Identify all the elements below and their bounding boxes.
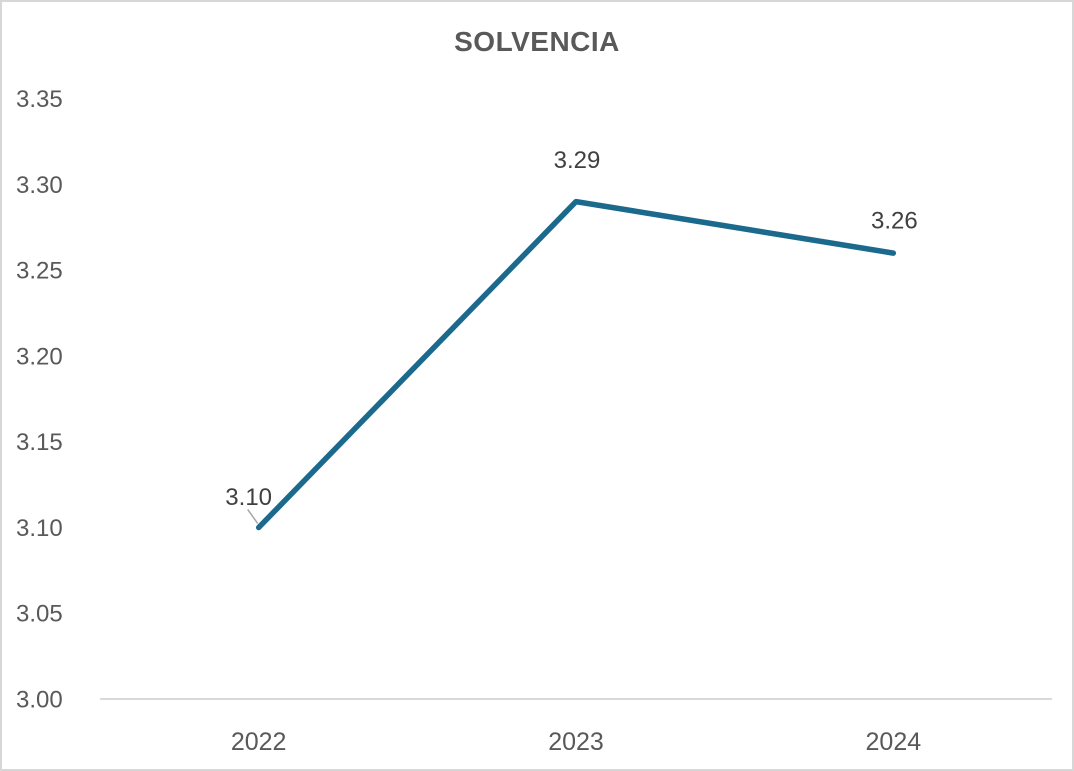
y-axis-tick-label: 3.10 [16,515,63,542]
x-axis-label: 2023 [548,728,604,756]
y-axis-tick-label: 3.05 [16,601,63,628]
x-axis-label: 2024 [866,728,922,756]
series-line [255,198,897,531]
y-axis-tick-label: 3.15 [16,429,63,456]
y-axis-tick-label: 3.25 [16,258,63,285]
x-axis-label: 2022 [231,728,287,756]
y-axis-tick-label: 3.20 [16,343,63,370]
chart-title: SOLVENCIA [454,26,620,57]
data-label: 3.10 [225,484,272,511]
y-axis-tick-label: 3.30 [16,172,63,199]
data-label: 3.29 [554,147,601,174]
y-axis-tick-label: 3.35 [16,86,63,113]
leader-line [247,509,259,524]
y-axis-tick-label: 3.00 [16,686,63,713]
data-label: 3.26 [871,207,918,234]
